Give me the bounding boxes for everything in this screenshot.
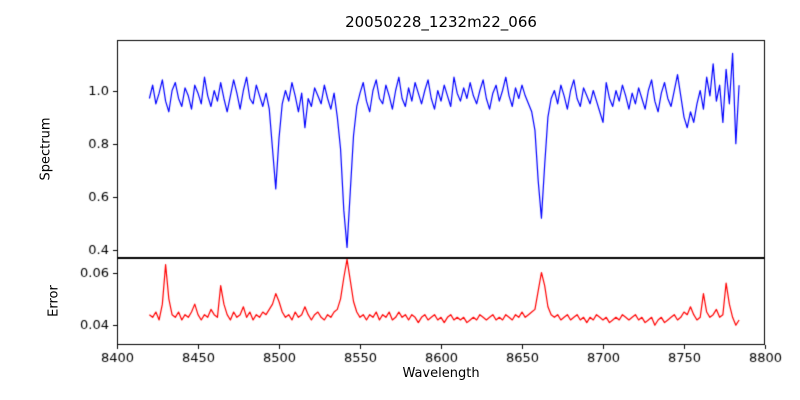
error-y-axis-label: Error: [46, 285, 62, 317]
chart-title: 20050228_1232m22_066: [345, 13, 537, 31]
x-axis-label: Wavelength: [402, 366, 480, 381]
spectrum-y-axis-label: Spectrum: [38, 117, 54, 181]
